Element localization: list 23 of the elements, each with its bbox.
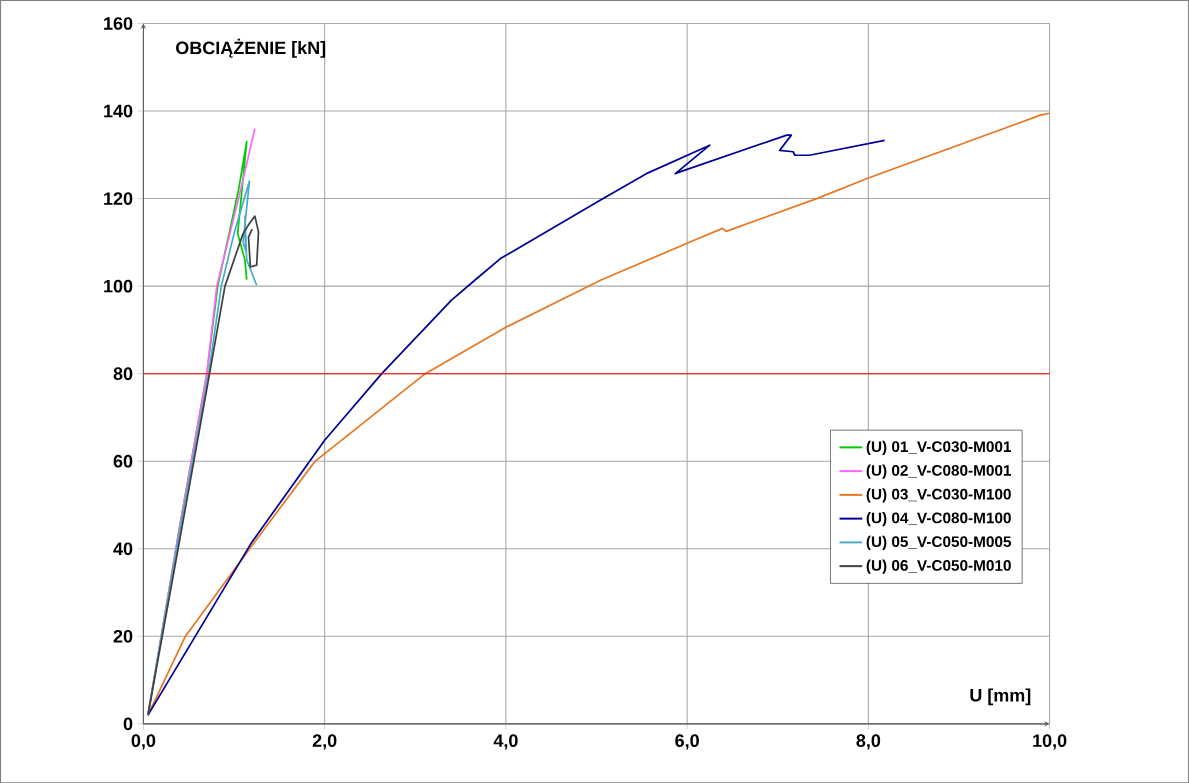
y-tick-label: 160 bbox=[104, 16, 133, 30]
legend-label: (U) 01_V-C030-M001 bbox=[866, 440, 1012, 455]
legend-label: (U) 03_V-C030-M100 bbox=[866, 488, 1011, 503]
y-tick-label: 120 bbox=[104, 192, 133, 205]
y-tick-label: 80 bbox=[113, 367, 133, 380]
legend-label: (U) 05_V-C050-M005 bbox=[866, 535, 1012, 550]
y-tick-label: 40 bbox=[113, 542, 133, 555]
y-tick-label: 0 bbox=[123, 717, 133, 731]
y-tick-label: 60 bbox=[113, 454, 133, 468]
legend-label: (U) 04_V-C080-M100 bbox=[866, 511, 1011, 527]
y-tick-label: 100 bbox=[104, 279, 133, 293]
x-tick-label: 0,0 bbox=[131, 734, 156, 750]
legend-label: (U) 06_V-C050-M010 bbox=[866, 559, 1011, 574]
y-tick-label: 20 bbox=[113, 629, 133, 643]
y-tick-label: 140 bbox=[104, 104, 133, 118]
x-tick-label: 8,0 bbox=[856, 734, 881, 750]
x-tick-label: 6,0 bbox=[675, 734, 699, 750]
x-tick-label: 10,0 bbox=[1033, 734, 1067, 750]
y-axis-title: OBCIĄŻENIE [kN] bbox=[176, 38, 326, 58]
x-axis-title: U [mm] bbox=[970, 688, 1031, 705]
x-tick-label: 2,0 bbox=[312, 734, 337, 750]
x-tick-label: 4,0 bbox=[493, 734, 518, 750]
legend-label: (U) 02_V-C080-M001 bbox=[866, 464, 1012, 479]
